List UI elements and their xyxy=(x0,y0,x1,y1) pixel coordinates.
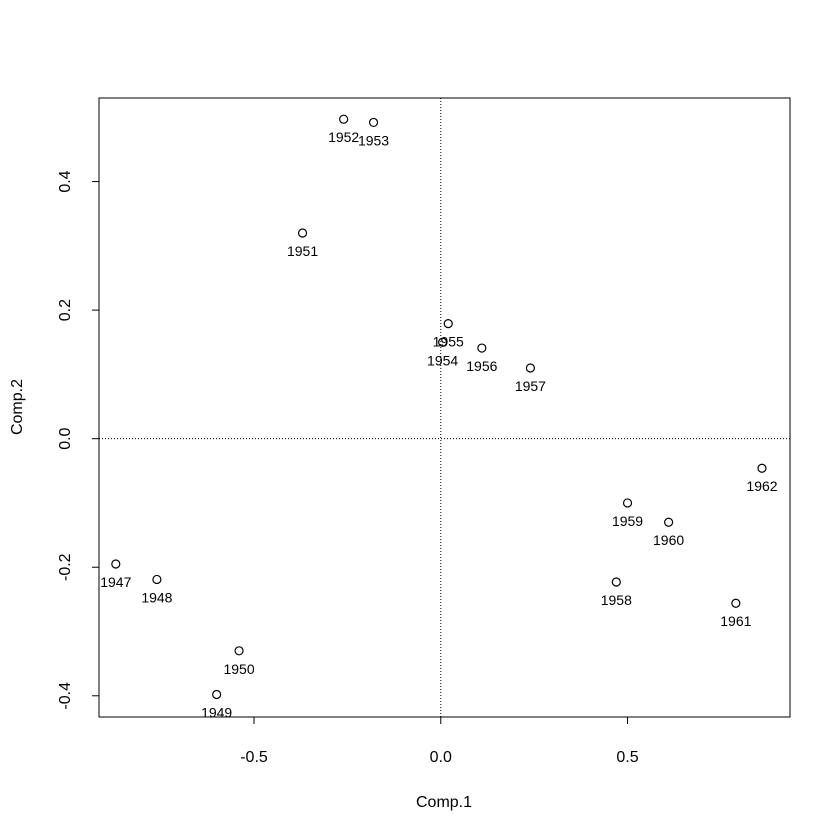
data-point xyxy=(111,559,121,569)
point-label: 1962 xyxy=(746,478,777,494)
reference-lines xyxy=(99,98,790,717)
y-axis-title: Comp.2 xyxy=(9,379,26,435)
data-point xyxy=(757,463,767,473)
x-axis-title: Comp.1 xyxy=(416,794,472,811)
data-point xyxy=(297,228,308,238)
data-point xyxy=(664,517,674,527)
data-point xyxy=(622,498,633,508)
data-point xyxy=(443,319,453,329)
point-label: 1950 xyxy=(223,661,254,677)
point-label: 1949 xyxy=(201,705,232,721)
data-point xyxy=(234,646,244,656)
point-label: 1954 xyxy=(427,352,458,368)
data-point xyxy=(152,574,162,585)
point-label: 1957 xyxy=(515,378,546,394)
y-tick-label: 0.4 xyxy=(57,170,74,192)
plot-frame xyxy=(98,97,791,718)
y-tick-label: -0.4 xyxy=(57,682,74,710)
point-label: 1947 xyxy=(100,574,131,590)
data-point xyxy=(212,689,222,700)
data-point xyxy=(339,114,349,124)
y-tick-label: 0.0 xyxy=(57,427,74,449)
data-point xyxy=(611,577,621,587)
point-label: 1952 xyxy=(328,129,359,145)
point-label: 1956 xyxy=(466,358,497,374)
data-points xyxy=(111,114,767,700)
point-label: 1955 xyxy=(433,334,464,350)
x-tick-label: 0.0 xyxy=(430,749,452,766)
point-label: 1961 xyxy=(720,613,751,629)
point-label: 1959 xyxy=(612,513,643,529)
data-point xyxy=(477,343,487,353)
point-label: 1953 xyxy=(358,132,389,148)
y-tick-label: -0.2 xyxy=(57,553,74,581)
x-axis: -0.5 0.0 0.5 xyxy=(240,716,639,766)
y-tick-label: 0.2 xyxy=(57,299,74,321)
point-label: 1958 xyxy=(601,592,632,608)
y-axis: -0.4 -0.2 0.0 0.2 0.4 xyxy=(57,170,100,710)
data-point xyxy=(438,337,448,347)
data-point xyxy=(731,598,741,608)
x-tick-label: -0.5 xyxy=(240,749,268,766)
point-label: 1960 xyxy=(653,532,684,548)
data-point xyxy=(368,117,379,128)
point-label: 1948 xyxy=(141,589,172,605)
x-tick-label: 0.5 xyxy=(616,749,638,766)
data-point xyxy=(525,363,536,373)
point-label: 1951 xyxy=(287,243,318,259)
